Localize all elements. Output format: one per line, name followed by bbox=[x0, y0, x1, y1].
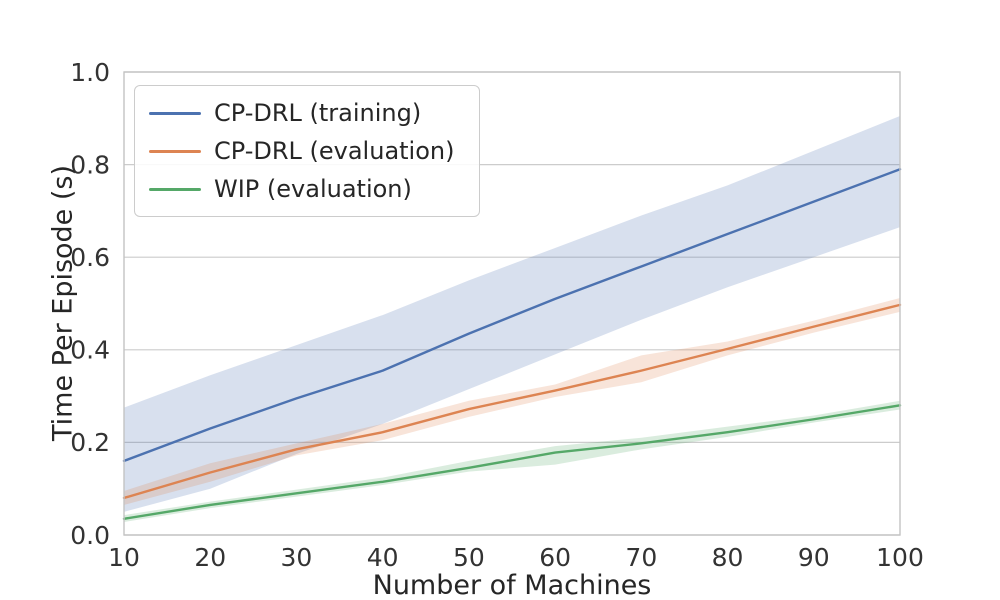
x-tick-label: 80 bbox=[712, 543, 744, 572]
legend-label: CP-DRL (evaluation) bbox=[214, 137, 455, 165]
series-line-1 bbox=[122, 303, 902, 500]
x-tick-label: 100 bbox=[876, 543, 924, 572]
legend: CP-DRL (training) CP-DRL (evaluation) WIP … bbox=[134, 85, 480, 217]
x-tick-label: 70 bbox=[625, 543, 657, 572]
y-tick-label: 0.6 bbox=[70, 243, 110, 272]
x-axis-label: Number of Machines bbox=[372, 570, 652, 600]
y-tick-label: 0.4 bbox=[70, 336, 110, 365]
x-tick-label: 50 bbox=[453, 543, 485, 572]
y-tick-label: 0.0 bbox=[70, 521, 110, 550]
y-tick-label: 1.0 bbox=[70, 58, 110, 87]
x-tick-label: 90 bbox=[798, 543, 830, 572]
series-line-2 bbox=[122, 404, 902, 520]
legend-item-1: CP-DRL (evaluation) bbox=[135, 132, 479, 170]
y-tick-label: 0.8 bbox=[70, 150, 110, 179]
y-tick-label: 0.2 bbox=[70, 428, 110, 457]
confidence-band-0 bbox=[124, 115, 900, 512]
x-tick-label: 30 bbox=[281, 543, 313, 572]
legend-item-0: CP-DRL (training) bbox=[135, 94, 479, 132]
legend-line-swatch bbox=[149, 187, 201, 191]
series-line-0 bbox=[122, 168, 902, 463]
legend-label: WIP (evaluation) bbox=[214, 175, 412, 203]
x-tick-label: 60 bbox=[539, 543, 571, 572]
x-tick-label: 40 bbox=[367, 543, 399, 572]
x-tick-label: 10 bbox=[108, 543, 140, 572]
x-tick-label: 20 bbox=[194, 543, 226, 572]
legend-item-2: WIP (evaluation) bbox=[135, 170, 479, 208]
legend-line-swatch bbox=[149, 111, 201, 115]
legend-line-swatch bbox=[149, 149, 201, 153]
y-axis-label: Time Per Episode (s) bbox=[47, 164, 79, 442]
legend-label: CP-DRL (training) bbox=[214, 99, 422, 127]
axes-spines bbox=[123, 71, 901, 536]
confidence-band-1 bbox=[124, 297, 900, 505]
